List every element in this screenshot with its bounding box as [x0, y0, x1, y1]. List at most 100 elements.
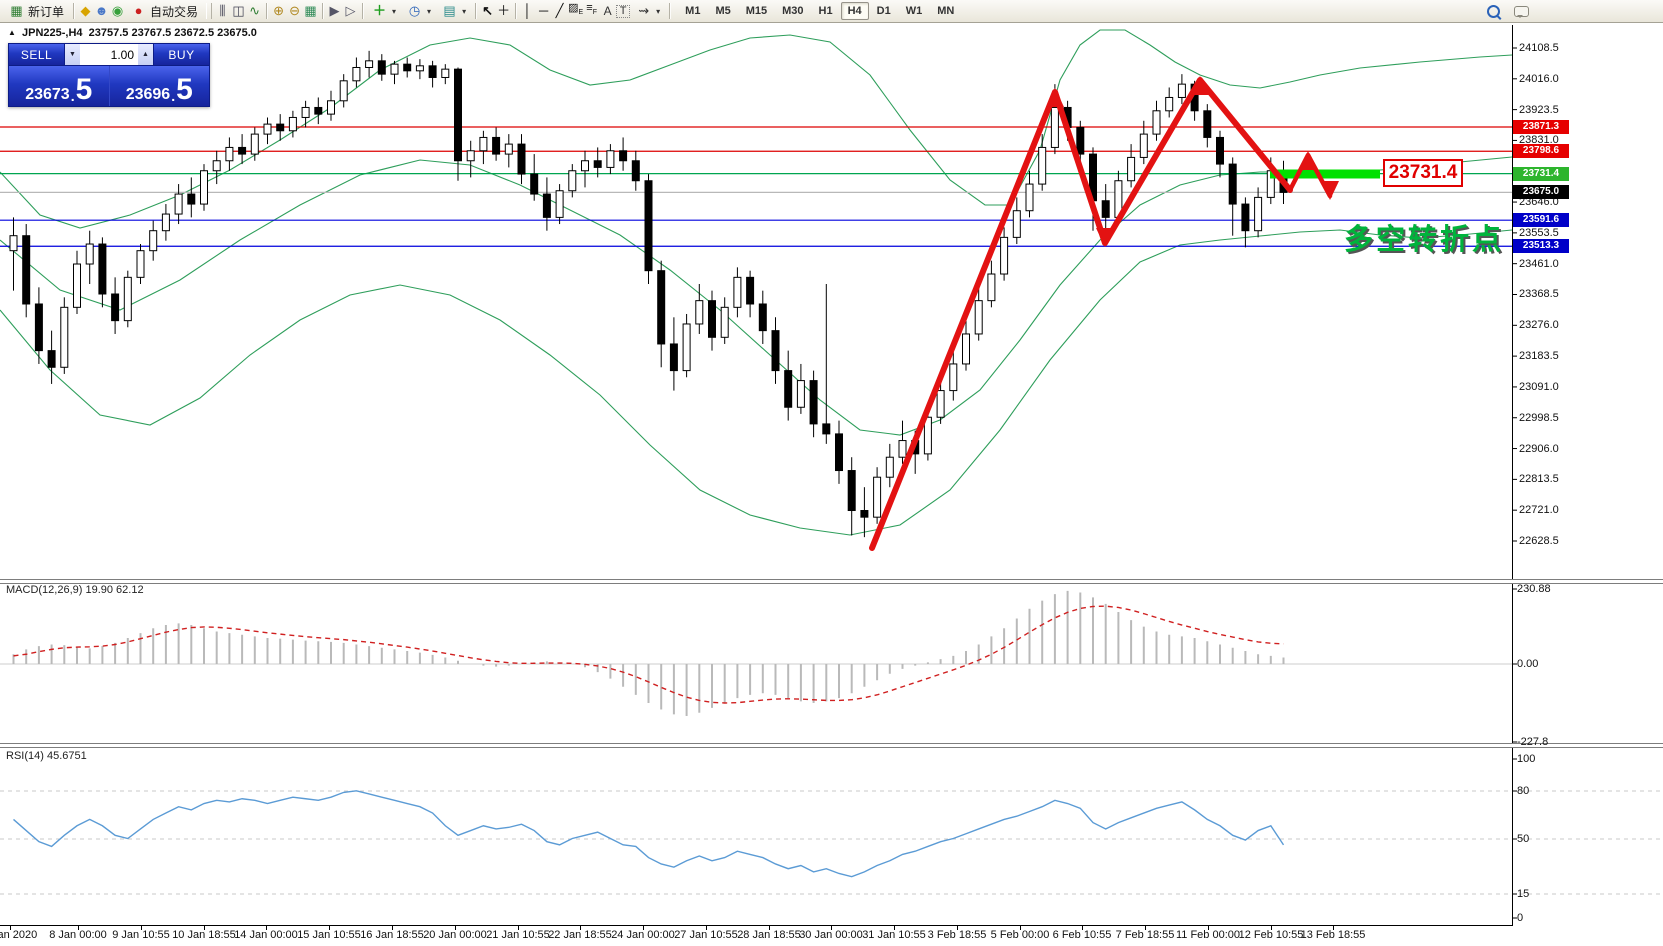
volume-up-button[interactable]: ▲: [138, 44, 153, 65]
candle-body: [136, 250, 145, 278]
timeframe-button-w1[interactable]: W1: [905, 5, 923, 17]
bar-chart-mode-icon[interactable]: ⫼: [219, 3, 226, 18]
period-button[interactable]: ◷ ▾: [402, 2, 436, 21]
arrows-button[interactable]: ⇝ ▾: [631, 2, 665, 21]
candle-body: [1228, 163, 1237, 205]
price-axis-label: 22721.0: [1519, 504, 1559, 517]
spinner-up-icon: ▲: [142, 51, 149, 58]
trendline-icon[interactable]: ╱: [555, 3, 564, 18]
candle-body: [504, 143, 513, 155]
timeframe-button-m30[interactable]: M30: [782, 5, 804, 17]
timeframe-button-m5[interactable]: M5: [715, 5, 731, 17]
buy-button[interactable]: BUY: [154, 44, 209, 65]
candle-body: [479, 136, 488, 152]
toolbar-separator: [266, 3, 268, 19]
candle-body: [987, 273, 996, 302]
candle-body: [327, 100, 335, 115]
zoom-in-icon[interactable]: ⊕: [273, 3, 284, 18]
tile-windows-icon[interactable]: ▦: [304, 3, 317, 18]
support-zone-bar[interactable]: [1270, 169, 1380, 179]
candle-body: [695, 300, 704, 325]
collapse-triangle-icon[interactable]: ▲: [8, 28, 16, 37]
volume-input[interactable]: 1.00: [80, 44, 138, 65]
buy-price[interactable]: 23696 . 5: [109, 66, 209, 107]
ohlc-values: 23757.5 23767.5 23672.5 23675.0: [88, 27, 257, 39]
candle-body: [301, 106, 310, 118]
sell-price[interactable]: 23673 . 5: [9, 66, 110, 106]
price-axis-label: 22813.5: [1519, 473, 1559, 486]
candle-body: [47, 350, 56, 368]
crosshair-icon[interactable]: ＋: [497, 3, 511, 18]
search-icon[interactable]: [1487, 4, 1500, 18]
marker-icon[interactable]: ◆: [80, 3, 91, 18]
candle-body: [111, 293, 120, 322]
candle-body: [530, 173, 539, 195]
text-label-icon[interactable]: T: [616, 4, 631, 18]
toolbar-separator: [362, 3, 364, 19]
add-indicator-button[interactable]: ＋ ▾: [367, 2, 401, 21]
timeframe-button-h4[interactable]: H4: [840, 2, 869, 20]
candle-body: [593, 160, 602, 168]
toolbar-right: [1487, 4, 1659, 18]
price-callout-box[interactable]: 23731.4: [1383, 159, 1463, 187]
timeframe-button-h1[interactable]: H1: [818, 5, 833, 17]
turning-point-annotation[interactable]: 多空转折点: [1344, 224, 1505, 256]
price-axis-label: 22906.0: [1519, 442, 1559, 455]
price-axis-label: 23368.5: [1519, 288, 1559, 301]
timeframe-button-mn[interactable]: MN: [937, 5, 955, 17]
candle-body: [98, 243, 107, 295]
panel-separator-macd[interactable]: [0, 579, 1663, 584]
cursor-icon[interactable]: ↖: [482, 3, 494, 18]
auto-trading-button[interactable]: ● 自动交易: [126, 2, 203, 21]
time-axis-label: 24 Jan 00:00: [611, 929, 675, 941]
candle-body: [1241, 203, 1250, 232]
candle-body: [441, 68, 450, 78]
volume-down-button[interactable]: ▼: [65, 44, 80, 65]
step-forward-icon[interactable]: ▶: [329, 3, 340, 18]
signals-icon[interactable]: ◉: [111, 3, 124, 18]
template-button[interactable]: ▤ ▾: [437, 2, 471, 21]
line-mode-icon[interactable]: ∿: [249, 3, 260, 18]
candle-body: [669, 343, 678, 372]
timeframe-button-m15[interactable]: M15: [745, 5, 768, 17]
time-axis-label: 8 Jan 00:00: [49, 929, 107, 941]
candle-mode-icon[interactable]: ◫: [232, 3, 245, 18]
candle-body: [708, 300, 716, 338]
buy-price-frac: 5: [176, 73, 193, 107]
step-pause-icon[interactable]: ▷: [345, 3, 356, 18]
candle-body: [581, 160, 589, 172]
candle-body: [962, 333, 970, 365]
equidistant-channel-icon[interactable]: ▨E: [568, 2, 584, 17]
time-axis-label: 30 Jan 00:00: [799, 929, 863, 941]
candle-body: [174, 193, 183, 215]
timeframe-button-m1[interactable]: M1: [685, 5, 701, 17]
new-order-button[interactable]: ▦ 新订单: [4, 2, 69, 21]
rsi-axis-label: 80: [1517, 785, 1530, 797]
candle-body: [263, 123, 272, 135]
chat-icon[interactable]: [1514, 5, 1529, 18]
sell-button[interactable]: SELL: [9, 44, 64, 65]
price-tag-23513.3: 23513.3: [1513, 239, 1569, 254]
timeframe-button-d1[interactable]: D1: [876, 5, 891, 17]
macd-axis-label: -227.8: [1517, 736, 1549, 748]
price-axis-label: 22628.5: [1519, 534, 1559, 547]
arrowhead-up-icon: [1046, 88, 1064, 107]
vertical-line-icon[interactable]: │: [523, 3, 532, 18]
contacts-icon[interactable]: ☻: [94, 3, 109, 18]
candle-body: [631, 160, 640, 182]
panel-separator-rsi[interactable]: [0, 743, 1663, 748]
price-tag-23798.6: 23798.6: [1513, 144, 1569, 159]
sell-price-dot: .: [70, 88, 75, 104]
zoom-out-icon[interactable]: ⊖: [289, 3, 300, 18]
add-indicator-icon: ＋: [373, 3, 387, 18]
horizontal-line-icon[interactable]: ─: [538, 3, 549, 18]
fibonacci-icon[interactable]: ≡F: [586, 2, 597, 17]
candle-body: [250, 133, 259, 155]
price-axis-label: 24108.5: [1519, 42, 1559, 54]
bollinger-lower-band: [0, 229, 1513, 536]
rsi-label: RSI(14) 45.6751: [6, 750, 87, 762]
time-axis-label: 6 Jan 2020: [0, 929, 38, 941]
candle-body: [238, 146, 247, 155]
text-icon[interactable]: A: [603, 4, 612, 18]
